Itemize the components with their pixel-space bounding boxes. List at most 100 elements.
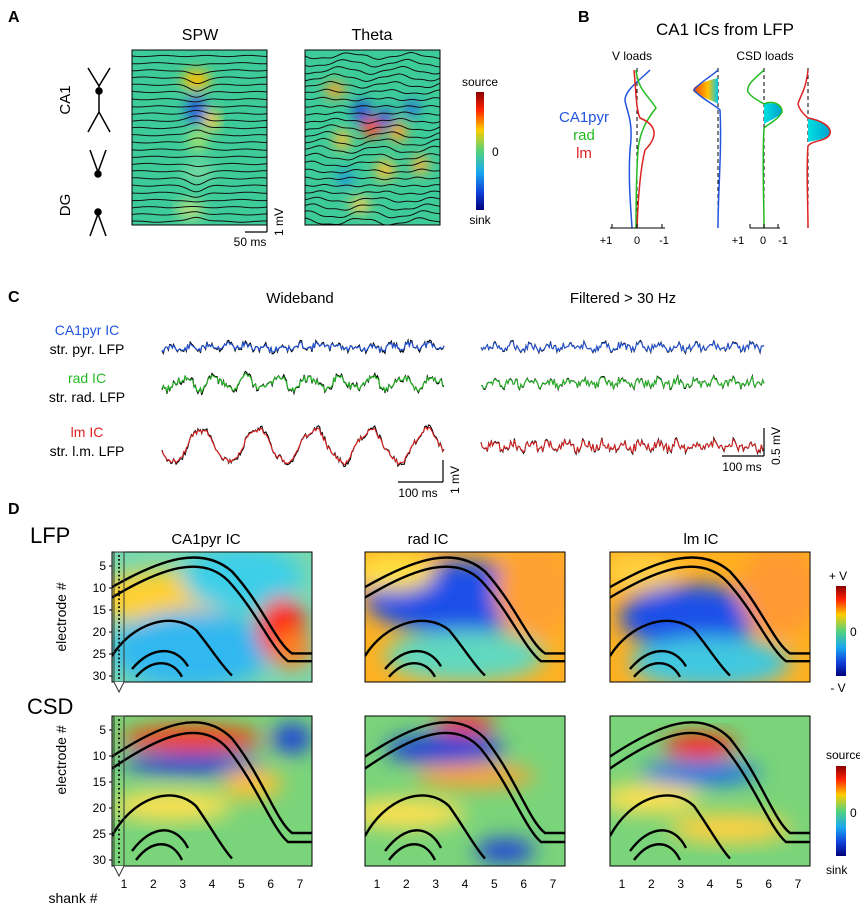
- y-tick-label: 30: [93, 853, 107, 867]
- x-tick-label: 7: [550, 877, 557, 891]
- lfp-trace: [132, 69, 267, 76]
- wideband-title: Wideband: [266, 290, 334, 307]
- lfp-trace-wideband: [161, 370, 445, 396]
- scale-a-time: 50 ms: [234, 235, 267, 249]
- v-tick-minus1: -1: [659, 235, 669, 247]
- x-tick-label: 3: [677, 877, 684, 891]
- y-tick-label: 15: [93, 775, 107, 789]
- panel-c-traces: [161, 338, 765, 468]
- y-axis-label-lfp: electrode #: [53, 582, 69, 651]
- x-tick-label: 2: [403, 877, 410, 891]
- row-label-lfp: LFP: [30, 523, 70, 548]
- lfp-trace: [305, 152, 440, 161]
- ic-map: [365, 552, 565, 682]
- ic-map: [610, 716, 810, 866]
- lfp-trace: [132, 83, 267, 92]
- lfp-trace: [305, 80, 440, 89]
- theta-traces: [305, 51, 440, 225]
- panel-d-y-ticks: 5 10 15 20 25 30 5 10 15 20 25 30: [93, 559, 112, 867]
- ic-map: [610, 552, 810, 682]
- x-tick-label: 1: [374, 877, 381, 891]
- lfp-trace: [132, 137, 267, 144]
- lfp-trace: [305, 73, 440, 82]
- ic-trace-wideband: [161, 340, 445, 354]
- lfp-trace: [305, 145, 440, 154]
- lfp-trace: [132, 206, 267, 209]
- lfp-colorbar-mid: 0: [850, 625, 857, 639]
- y-tick-label: 25: [93, 827, 107, 841]
- x-tick-label: 4: [707, 877, 714, 891]
- row-ic-rad: rad IC: [68, 370, 106, 386]
- panel-c-letter: C: [8, 289, 20, 306]
- lfp-trace: [305, 210, 440, 219]
- x-tick-label: 5: [736, 877, 743, 891]
- ic-trace-wideband: [161, 372, 445, 395]
- y-tick-label: 30: [93, 669, 107, 683]
- csd-colorbar-top: source: [826, 748, 860, 762]
- ic-trace-filtered: [480, 339, 765, 354]
- legend-rad: rad: [573, 127, 595, 144]
- x-tick-label: 5: [491, 877, 498, 891]
- col-title-rad: rad IC: [408, 531, 449, 548]
- row-label-csd: CSD: [27, 694, 73, 719]
- v-load-ca1pyr: [624, 69, 651, 229]
- v-loads-label: V loads: [612, 49, 652, 63]
- lfp-trace: [305, 190, 440, 196]
- neuron-schematic: [87, 67, 111, 237]
- scale-c-wide-time: 100 ms: [398, 486, 437, 500]
- lfp-trace: [132, 54, 267, 58]
- x-tick-label: 1: [619, 877, 626, 891]
- y-tick-label: 5: [99, 559, 106, 573]
- region-label-dg: DG: [57, 194, 74, 217]
- lfp-trace: [132, 155, 267, 158]
- ic-map: [112, 552, 312, 682]
- csd-colorbar-bottom: sink: [826, 863, 848, 877]
- x-tick-label: 1: [121, 877, 128, 891]
- ic-map: [112, 716, 312, 866]
- lfp-trace: [132, 105, 267, 108]
- scale-a-volt: 1 mV: [272, 208, 286, 236]
- panel-b-letter: B: [578, 9, 590, 26]
- row-lfp-pyr: str. pyr. LFP: [50, 341, 125, 357]
- y-tick-label: 15: [93, 603, 107, 617]
- x-tick-label: 2: [648, 877, 655, 891]
- filtered-title: Filtered > 30 Hz: [570, 290, 676, 307]
- lfp-trace: [305, 217, 440, 225]
- x-tick-label: 7: [795, 877, 802, 891]
- x-axis-label: shank #: [48, 890, 97, 906]
- lfp-trace: [305, 96, 440, 102]
- lfp-trace: [132, 170, 267, 177]
- lfp-trace-filtered: [480, 339, 765, 355]
- lfp-trace: [132, 62, 267, 66]
- csd-colorbar-mid: 0: [850, 806, 857, 820]
- colorbar-a: [476, 92, 484, 210]
- y-tick-label: 10: [93, 749, 107, 763]
- lfp-trace: [305, 130, 440, 140]
- csd-load-rad: [747, 68, 783, 229]
- x-tick-label: 2: [150, 877, 157, 891]
- x-tick-label: 3: [179, 877, 186, 891]
- x-tick-label: 5: [238, 877, 245, 891]
- csd-loads-label: CSD loads: [736, 49, 793, 63]
- lfp-trace: [305, 183, 440, 188]
- ic-trace-wideband: [161, 426, 445, 466]
- colorbar-a-mid: 0: [492, 145, 499, 159]
- ic-trace-filtered: [480, 437, 765, 455]
- legend-lm: lm: [576, 145, 592, 162]
- csd-colorbar: [836, 766, 846, 856]
- scale-bar-c-wide: [398, 460, 444, 483]
- lfp-trace: [305, 176, 440, 181]
- panel-d-x-ticks: 1 2 3 4 5 6 7 1 2 3 4 5 6 7 1 2 3 4 5 6 7: [121, 877, 802, 891]
- y-tick-label: 5: [99, 723, 106, 737]
- lfp-colorbar-bottom: - V: [830, 681, 845, 695]
- panel-d: D LFP CSD CA1pyr IC rad IC lm IC electro…: [8, 501, 860, 906]
- panel-a: A SPW Theta CA1 DG: [8, 9, 499, 249]
- lfp-trace: [132, 184, 267, 193]
- col-title-ca1pyr: CA1pyr IC: [171, 531, 240, 548]
- y-tick-label: 20: [93, 625, 107, 639]
- lfp-colorbar-top: + V: [829, 569, 847, 583]
- lfp-trace: [132, 216, 267, 223]
- scale-bar-c-filt: [722, 428, 765, 457]
- lfp-trace: [132, 98, 267, 103]
- y-tick-label: 25: [93, 647, 107, 661]
